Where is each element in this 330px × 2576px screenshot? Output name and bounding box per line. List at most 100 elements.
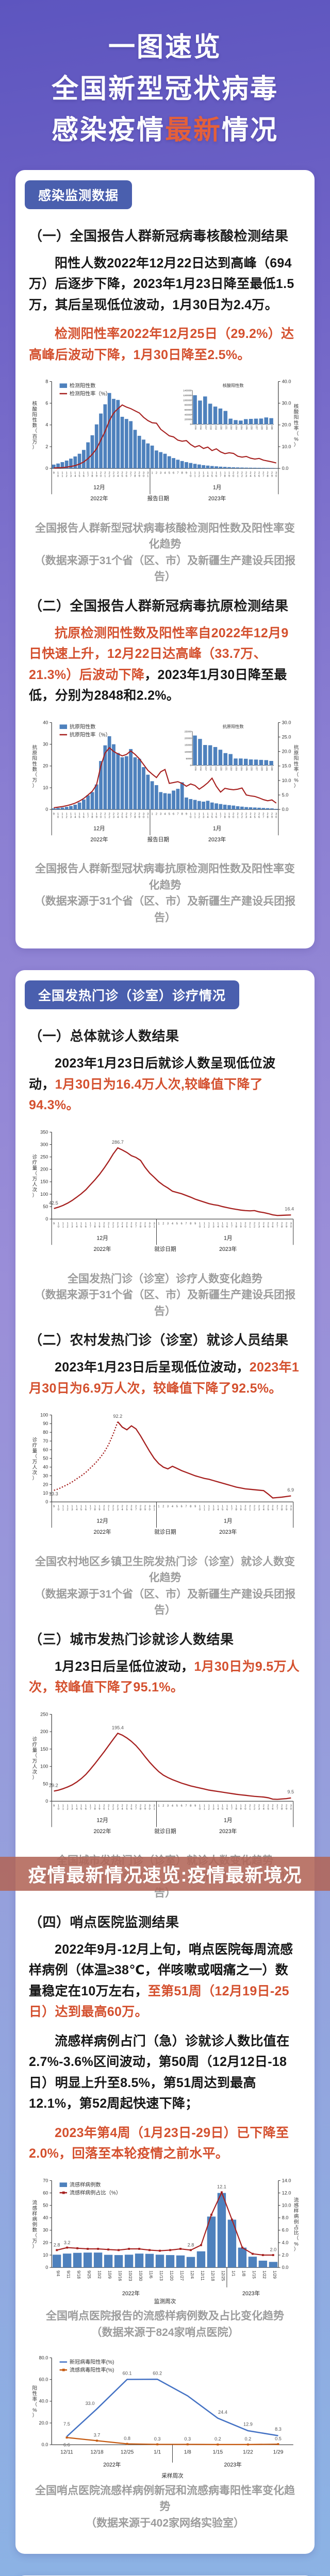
svg-text:9/4: 9/4 [56, 2270, 60, 2277]
svg-text:3: 3 [167, 1804, 169, 1807]
svg-text:29: 29 [139, 472, 140, 478]
svg-text:流感样病例占比（%）: 流感样病例占比（%） [70, 2189, 121, 2196]
svg-text:1/26: 1/26 [251, 426, 253, 430]
svg-text:16.4: 16.4 [285, 1207, 294, 1212]
svg-text:1/1: 1/1 [154, 2450, 161, 2455]
svg-text:15: 15 [80, 1804, 82, 1810]
chart-nucleic-acid-positives: 0 2 4 6 8 0.0 10.0 20.0 30.0 40.0 核酸阳性数（百万） 核酸阳性率（%… [26, 374, 304, 518]
svg-text:12: 12 [199, 812, 200, 819]
svg-text:5: 5 [169, 472, 170, 475]
svg-text:24: 24 [117, 472, 119, 478]
svg-text:20: 20 [244, 1223, 246, 1229]
svg-text:9: 9 [194, 1223, 196, 1226]
svg-text:27: 27 [276, 1804, 278, 1810]
svg-text:13: 13 [212, 1804, 214, 1810]
svg-text:10: 10 [43, 785, 48, 790]
svg-text:10/30: 10/30 [138, 2270, 143, 2281]
svg-text:28: 28 [281, 1223, 283, 1229]
svg-text:10: 10 [57, 812, 59, 819]
svg-text:19: 19 [228, 812, 230, 819]
svg-text:19: 19 [240, 1804, 242, 1810]
svg-text:22: 22 [241, 472, 243, 478]
svg-text:报告日期: 报告日期 [147, 836, 169, 843]
svg-text:18: 18 [236, 1804, 237, 1810]
svg-text:25: 25 [126, 1505, 127, 1512]
svg-text:流感病毒阳性率(%): 流感病毒阳性率(%) [70, 2367, 114, 2374]
svg-text:7: 7 [177, 812, 178, 816]
svg-text:28: 28 [134, 812, 136, 819]
svg-text:16: 16 [83, 472, 85, 478]
svg-text:26: 26 [126, 812, 127, 819]
svg-text:16: 16 [83, 812, 85, 819]
svg-text:抗原阳性率（%）: 抗原阳性率（%） [70, 731, 111, 738]
svg-text:12.0: 12.0 [282, 2190, 291, 2195]
svg-text:1: 1 [152, 812, 153, 816]
svg-text:检测阳性数: 检测阳性数 [70, 382, 96, 389]
svg-text:17: 17 [87, 472, 89, 478]
svg-text:18: 18 [91, 472, 93, 478]
svg-text:10/16: 10/16 [118, 2270, 122, 2281]
svg-text:12.1: 12.1 [217, 2184, 226, 2189]
svg-text:150: 150 [40, 1746, 48, 1751]
svg-text:24: 24 [263, 1223, 265, 1229]
svg-text:80: 80 [43, 1430, 48, 1435]
svg-text:4: 4 [164, 472, 166, 475]
svg-text:70: 70 [43, 2178, 48, 2183]
paragraph: 1月23日后呈低位波动，1月30日为9.5万人次，较峰值下降了95.1%。 [29, 1659, 300, 1695]
svg-text:5: 5 [176, 1223, 178, 1226]
chart-antigen-positives: 0 10 20 30 40 0.0 5.0 10.0 15.0 20.0 25.0 30.0 抗原阳性数… [26, 715, 304, 859]
svg-text:60: 60 [43, 1447, 48, 1452]
svg-text:24: 24 [122, 1223, 123, 1229]
svg-text:20000: 20000 [185, 737, 192, 740]
svg-text:13: 13 [212, 1223, 214, 1229]
svg-text:30: 30 [149, 1804, 151, 1810]
svg-text:27: 27 [276, 1505, 278, 1512]
paragraph-highlight: 检测阳性率2022年12月25日（29.2%）达高峰后波动下降，1月30日降至2… [29, 327, 294, 362]
svg-text:31: 31 [147, 472, 148, 478]
svg-text:30: 30 [149, 1223, 151, 1229]
svg-text:16: 16 [216, 472, 217, 478]
svg-text:60.0: 60.0 [39, 2377, 48, 2382]
svg-text:17: 17 [231, 1505, 233, 1512]
svg-text:140000: 140000 [183, 389, 191, 393]
svg-text:30.0: 30.0 [282, 401, 291, 406]
svg-text:30: 30 [290, 1505, 292, 1512]
svg-text:92.2: 92.2 [113, 1414, 122, 1419]
svg-text:14: 14 [74, 472, 76, 478]
svg-text:150: 150 [40, 1179, 48, 1184]
svg-text:21: 21 [237, 472, 238, 478]
svg-text:10: 10 [43, 1490, 48, 1496]
svg-text:19: 19 [228, 472, 230, 478]
svg-text:22: 22 [254, 1223, 255, 1229]
svg-text:1月: 1月 [224, 1518, 233, 1524]
svg-text:8: 8 [182, 472, 183, 475]
svg-text:9/11: 9/11 [66, 2270, 71, 2279]
svg-text:诊疗量（万人次）: 诊疗量（万人次） [32, 1437, 38, 1481]
svg-text:25: 25 [126, 1223, 127, 1229]
title-line1: 一图速览 [108, 32, 222, 62]
svg-text:2.8: 2.8 [188, 2242, 194, 2247]
svg-text:70: 70 [43, 1438, 48, 1444]
svg-text:17: 17 [231, 1804, 233, 1810]
svg-text:60.1: 60.1 [123, 2371, 132, 2376]
svg-text:22: 22 [254, 1505, 255, 1512]
svg-text:1/30: 1/30 [271, 766, 273, 771]
svg-text:5.0: 5.0 [282, 792, 289, 798]
svg-text:25: 25 [254, 472, 256, 478]
svg-text:16: 16 [85, 1505, 87, 1512]
svg-text:12: 12 [67, 1223, 69, 1229]
svg-text:6: 6 [181, 1804, 183, 1807]
svg-text:2: 2 [156, 812, 157, 816]
svg-text:12/25: 12/25 [121, 2450, 134, 2455]
svg-text:29: 29 [286, 1223, 287, 1229]
svg-text:10/9: 10/9 [107, 2270, 112, 2279]
svg-text:1/16: 1/16 [200, 766, 202, 771]
svg-text:7: 7 [185, 1505, 187, 1509]
svg-text:0.5: 0.5 [275, 2436, 282, 2442]
title-line2: 全国新型冠状病毒 [51, 74, 278, 104]
svg-text:20: 20 [103, 1804, 105, 1810]
svg-text:11: 11 [194, 472, 196, 478]
svg-text:18: 18 [236, 1505, 237, 1512]
svg-text:23: 23 [117, 1804, 119, 1810]
svg-text:9: 9 [194, 1804, 196, 1807]
